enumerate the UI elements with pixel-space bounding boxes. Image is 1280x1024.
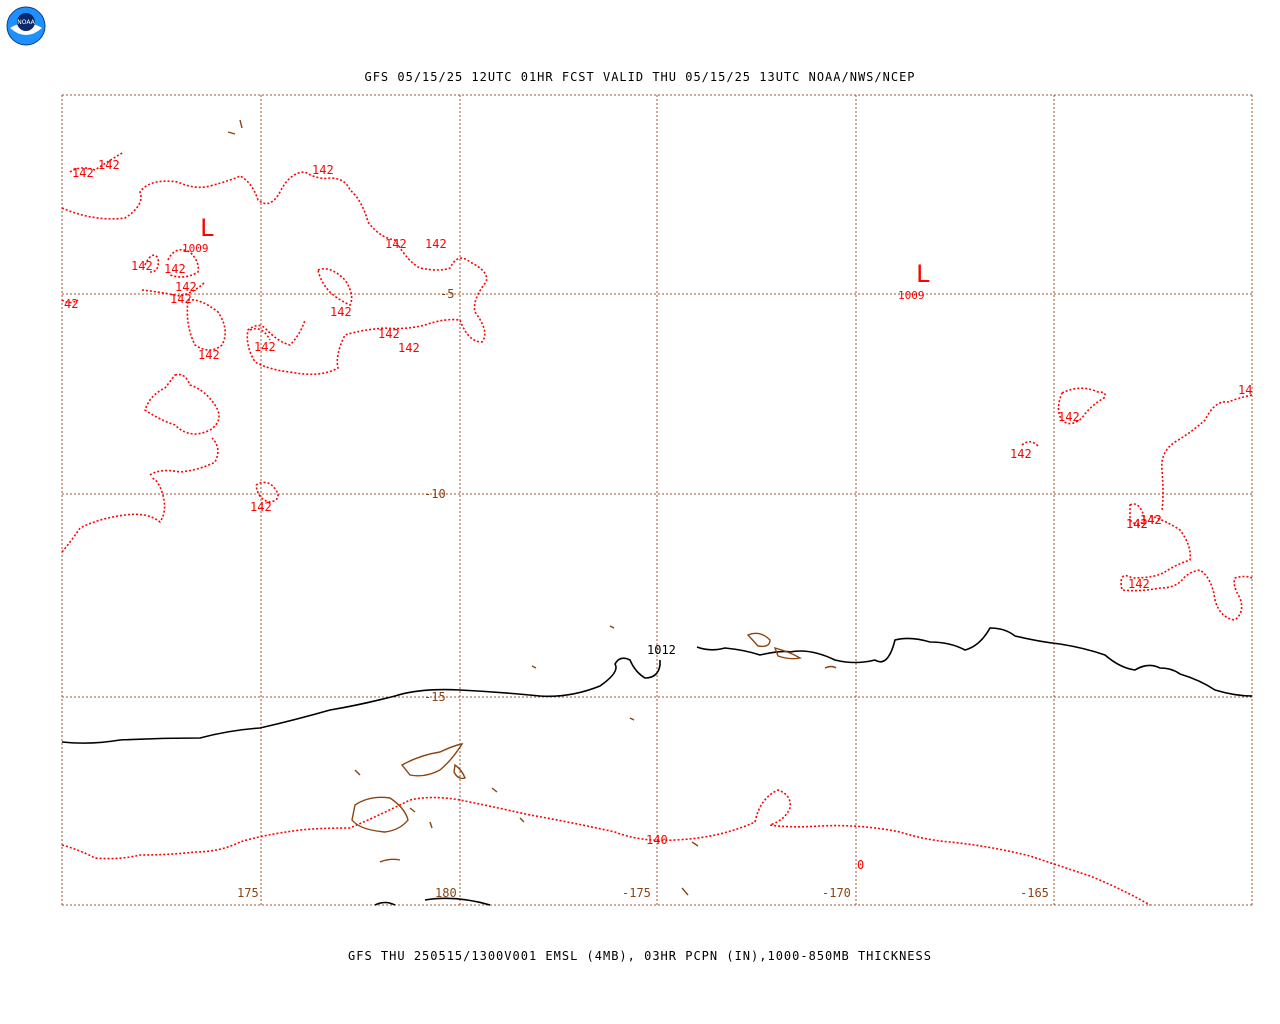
lon-label: -170 [822,886,851,900]
thickness-label: 142 [1140,513,1162,527]
lon-label: 180 [435,886,457,900]
low-symbol: L [200,214,214,242]
lon-label: -175 [622,886,651,900]
thickness-label: 0 [857,858,864,872]
thickness-label: 142 [1128,577,1150,591]
thickness-label: 142 [330,305,352,319]
lon-label: -165 [1020,886,1049,900]
thickness-label: 142 [198,348,220,362]
thickness-label: 142 [98,158,120,172]
thickness-contours [61,151,1253,906]
logo-text: NOAA [17,19,35,26]
thickness-label: 142 [1010,447,1032,461]
thickness-label: 140 [646,833,668,847]
lat-label: -15 [424,690,446,704]
thickness-label: 42 [64,297,78,311]
thickness-label: 142 [1126,517,1148,531]
thickness-label: 142 [398,341,420,355]
thickness-label: 142 [385,237,407,251]
thickness-label: 142 [250,500,272,514]
lon-label: 175 [237,886,259,900]
grid-lines [61,94,1253,906]
thickness-label: 142 [170,292,192,306]
lat-label: -10 [424,487,446,501]
thickness-label: 142 [254,340,276,354]
thickness-label: 142 [164,262,186,276]
lat-label: -5 [440,287,454,301]
thickness-label: 142 [312,163,334,177]
coastlines [227,119,837,896]
map-title: GFS 05/15/25 12UTC 01HR FCST VALID THU 0… [364,70,916,84]
low-value: 1009 [182,242,209,255]
low-symbol: L [916,260,930,288]
thickness-label: 142 [1058,410,1080,424]
thickness-label: 142 [131,259,153,273]
thickness-label: 142 [378,327,400,341]
thickness-label: 142 [425,237,447,251]
isobar-label: 1012 [647,643,676,657]
noaa-logo: NOAA [6,6,46,46]
thickness-label: 142 [175,280,197,294]
thickness-label: 14 [1238,383,1252,397]
low-value: 1009 [898,289,925,302]
thickness-label: 142 [1140,513,1162,527]
thickness-label: 142 [1126,517,1148,531]
map-caption: GFS THU 250515/1300V001 EMSL (4MB), 03HR… [348,949,932,963]
thickness-label: 142 [72,166,94,180]
